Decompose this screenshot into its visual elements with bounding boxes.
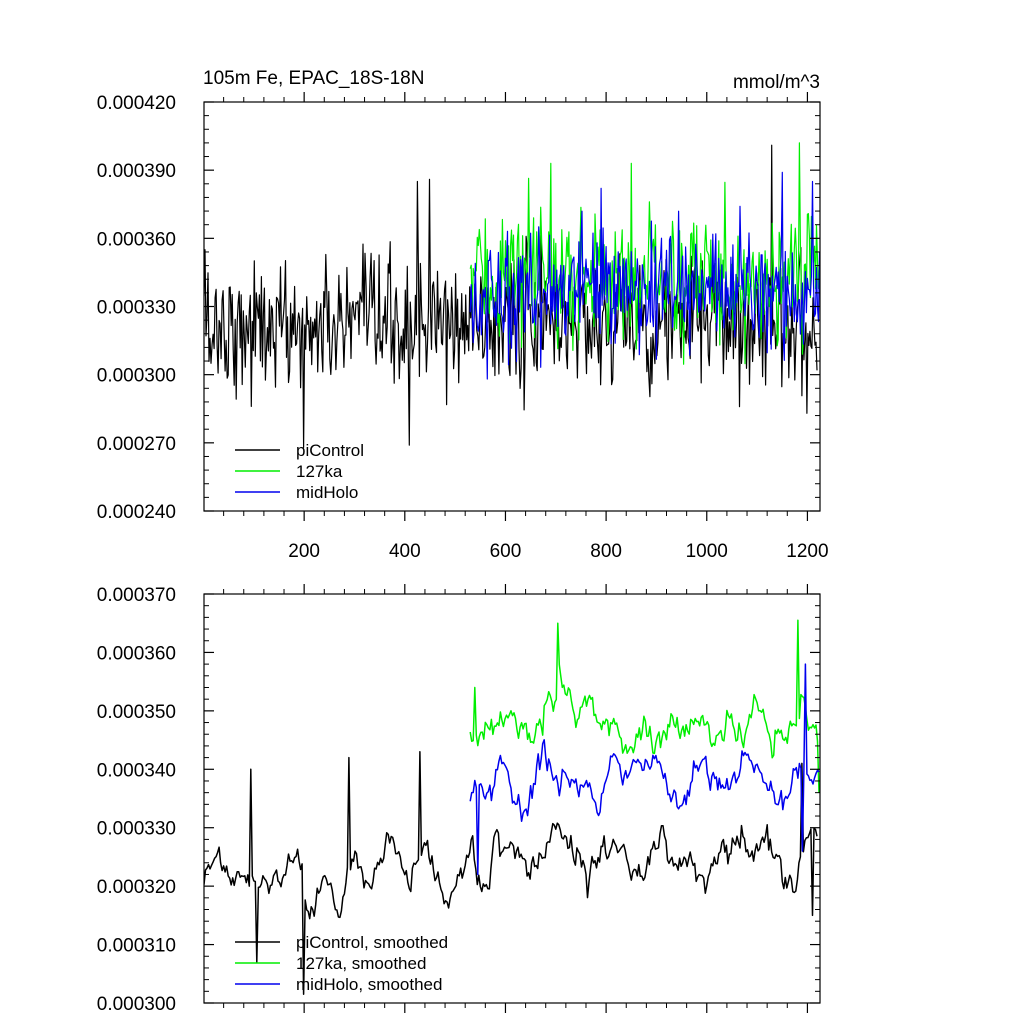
- x-tick-label: 1200: [786, 541, 828, 562]
- x-tick-label: 200: [288, 541, 320, 562]
- chart-title: 105m Fe, EPAC_18S-18N: [203, 68, 424, 89]
- legend-label: midHolo, smoothed: [296, 975, 442, 994]
- legend-label: piControl, smoothed: [296, 933, 448, 952]
- series-line-127ka: [469, 619, 820, 793]
- bottom-axes: 0.000300 0.000310 0.000320 0.000330 0.000340…: [97, 584, 820, 1015]
- bottom-series-group: [204, 619, 820, 995]
- y-tick-label: 0.000350: [97, 702, 176, 723]
- y-tick-label: 0.000300: [97, 366, 176, 387]
- y-tick-label: 0.000270: [97, 434, 176, 455]
- y-tick-label: 0.000330: [97, 298, 176, 319]
- y-tick-label: 0.000240: [97, 502, 176, 523]
- y-tick-label: 0.000370: [97, 585, 176, 606]
- y-tick-label: 0.000420: [97, 93, 176, 114]
- x-tick-label: 800: [590, 541, 622, 562]
- x-tick-label: 600: [490, 541, 522, 562]
- y-tick-label: 0.000320: [97, 877, 176, 898]
- legend-label: 127ka, smoothed: [296, 954, 426, 973]
- top-series-group: [204, 142, 820, 448]
- series-line-127ka: [469, 142, 820, 365]
- y-tick-label: 0.000330: [97, 819, 176, 840]
- y-tick-label: 0.000360: [97, 643, 176, 664]
- y-tick-label: 0.000300: [97, 994, 176, 1015]
- bottom-legend: piControl, smoothed 127ka, smoothed midHol…: [235, 933, 448, 994]
- top-plot-frame: [203, 101, 821, 512]
- y-tick-label: 0.000340: [97, 760, 176, 781]
- units-label: mmol/m^3: [733, 72, 820, 93]
- top-axes: 0.000240 0.000270 0.000300 0.000330 0.000360…: [97, 92, 829, 562]
- legend-label: 127ka: [296, 462, 343, 481]
- top-legend: piControl 127ka midHolo: [235, 441, 364, 502]
- top-panel: 105m Fe, EPAC_18S-18N mmol/m^3 0.0002400…: [97, 68, 829, 562]
- series-line-midholo: [469, 171, 820, 380]
- y-tick-label: 0.000360: [97, 229, 176, 250]
- bottom-panel: 0.000300 0.000310 0.000320 0.000330 0.000340…: [97, 584, 821, 1015]
- legend-label: midHolo: [296, 483, 358, 502]
- y-tick-label: 0.000390: [97, 161, 176, 182]
- x-tick-label: 1000: [686, 541, 728, 562]
- y-tick-label: 0.000310: [97, 936, 176, 957]
- legend-label: piControl: [296, 441, 364, 460]
- bottom-plot-frame: [203, 593, 821, 1004]
- series-line-picontrol: [204, 751, 818, 995]
- series-line-midholo: [469, 663, 820, 876]
- x-tick-label: 400: [389, 541, 421, 562]
